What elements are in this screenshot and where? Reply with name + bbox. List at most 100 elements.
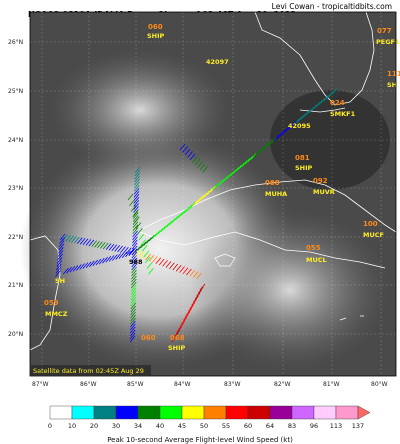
- station-name: MUCL: [306, 256, 327, 264]
- wind-barb: [131, 242, 138, 250]
- wind-barb: [328, 90, 335, 97]
- wind-barb: [133, 216, 140, 224]
- wind-barb: [55, 270, 61, 277]
- colorbar-segment: [71, 405, 95, 420]
- wind-barb: [145, 253, 151, 261]
- wind-barb: [317, 99, 323, 107]
- cuba-coastline: [139, 179, 397, 269]
- wind-barb: [134, 246, 141, 253]
- wind-barb: [128, 248, 135, 255]
- wind-barb: [95, 258, 102, 266]
- wind-barb: [188, 305, 194, 312]
- wind-barb: [311, 104, 318, 111]
- wind-barb: [132, 224, 139, 231]
- wind-barb: [186, 308, 192, 315]
- wind-barb: [133, 203, 139, 210]
- wind-barb: [88, 239, 95, 247]
- colorbar-segment: [181, 405, 205, 420]
- wind-barb: [296, 116, 303, 123]
- flight-tracks: [55, 88, 338, 343]
- colorbar-tick: 55: [222, 422, 230, 430]
- wind-barb: [133, 209, 139, 216]
- wind-barb: [59, 237, 65, 244]
- station-num: 068: [170, 334, 185, 342]
- wind-barb: [130, 205, 137, 212]
- wind-barb: [212, 183, 219, 191]
- wind-barb: [133, 194, 140, 201]
- wind-barb: [224, 174, 231, 181]
- wind-barb: [57, 253, 63, 261]
- wind-barb: [91, 240, 97, 247]
- colorbar-tick: 113: [330, 422, 342, 430]
- colorbar-segment: [291, 405, 315, 420]
- wind-barb: [256, 148, 263, 156]
- wind-barb: [130, 296, 137, 304]
- wind-barb: [276, 132, 283, 139]
- wind-barb: [314, 102, 321, 109]
- wind-barb: [58, 243, 65, 251]
- station-labels: 060 SHIP 42097 42095 024 SMKF1 081 SHIP …: [44, 23, 400, 352]
- cayman-coast: [339, 315, 364, 321]
- wind-barb: [204, 190, 210, 198]
- wind-barb: [184, 311, 191, 318]
- wind-barb: [247, 155, 254, 163]
- wind-barb: [194, 292, 201, 300]
- wind-barb: [71, 236, 77, 243]
- wind-barb: [129, 332, 136, 340]
- wind-barb: [131, 257, 138, 265]
- wind-barb: [82, 238, 89, 246]
- wind-barb: [183, 206, 190, 214]
- wind-barb: [105, 243, 112, 250]
- wind-barb: [132, 236, 138, 244]
- wind-barb: [241, 160, 248, 167]
- colorbar: 0 10 20 30 34 40 45 50 55 60 64 83 96 113 137: [48, 405, 371, 430]
- wind-barb: [134, 178, 140, 186]
- wind-barb: [152, 256, 158, 263]
- colorbar-label: Peak 10-second Average Flight-level Wind…: [107, 436, 293, 444]
- wind-barb: [112, 254, 118, 261]
- wind-barb: [130, 308, 136, 316]
- cloud-mass-north: [50, 50, 230, 170]
- station-name: MUCF: [363, 231, 384, 239]
- wind-barb: [98, 257, 105, 265]
- colorbar-segment: [93, 405, 117, 420]
- station-name: SH: [387, 81, 397, 89]
- wind-barb: [233, 167, 239, 174]
- wind-barb: [162, 259, 168, 267]
- cloud-mass-east: [190, 210, 390, 370]
- wind-barb: [140, 239, 146, 246]
- colorbar-tick: 45: [178, 422, 186, 430]
- station-num: 100: [363, 220, 378, 228]
- wind-barb: [253, 150, 260, 158]
- lat-label: 20°N: [8, 331, 23, 338]
- wind-barb: [197, 161, 203, 168]
- wind-barb: [131, 272, 137, 280]
- wind-barb: [305, 109, 312, 116]
- wind-barb: [121, 251, 128, 258]
- wind-barb: [265, 141, 271, 149]
- wind-barb: [130, 299, 137, 307]
- wind-barb: [134, 172, 140, 180]
- colorbar-segment: [49, 405, 73, 420]
- wind-barb: [102, 256, 108, 264]
- wind-barb: [56, 260, 62, 267]
- station-name: SHIP: [147, 32, 165, 40]
- colorbar-segment: [159, 405, 183, 420]
- wind-barb: [155, 257, 162, 265]
- station-name: SHIP: [295, 164, 313, 172]
- wind-barb: [172, 216, 178, 223]
- wind-barb: [181, 317, 187, 324]
- wind-barb: [174, 329, 181, 337]
- wind-barb: [102, 242, 109, 250]
- station-num: 081: [295, 154, 310, 162]
- lon-label: 86°W: [80, 381, 97, 388]
- wind-barb: [148, 254, 155, 262]
- wind-barb: [302, 111, 309, 118]
- wind-barb: [130, 290, 137, 298]
- wind-barb: [183, 314, 189, 321]
- wind-barb: [79, 237, 86, 245]
- colorbar-segment: [115, 405, 139, 420]
- wind-barb: [114, 245, 121, 252]
- wind-barb: [199, 283, 206, 291]
- wind-barb: [184, 148, 191, 156]
